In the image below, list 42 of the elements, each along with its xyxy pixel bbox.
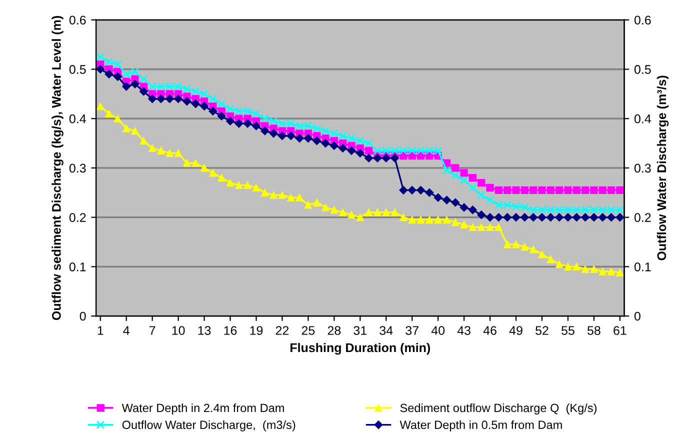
y-tick-label: 0.4 <box>69 114 86 124</box>
x-tick-label: 22 <box>276 326 289 335</box>
y2-tick-label: 0.1 <box>634 262 651 272</box>
y2-axis-title: Outflow Water Discharge (m³/s) <box>656 76 669 260</box>
y-tick-label: 0.1 <box>69 262 86 272</box>
y2-tick-label: 0.2 <box>634 213 651 222</box>
x-tick-label: 43 <box>457 326 470 335</box>
x-tick-label: 19 <box>250 326 263 335</box>
legend-label: Water Depth in 2.4m from Dam <box>122 403 284 414</box>
legend-label: Water Depth in 0.5m from Dam <box>400 420 562 432</box>
y2-tick-label: 0.4 <box>634 114 651 124</box>
x-tick-label: 55 <box>562 326 574 335</box>
y2-tick-label: 0.5 <box>634 65 651 74</box>
x-tick-label: 58 <box>588 326 600 335</box>
y-axis-title: Outflow sediment Discharge (kg/s), Water Level (m) <box>52 16 64 320</box>
y2-tick-label: 0.6 <box>634 16 651 25</box>
y2-tick-label: 0.3 <box>634 164 651 173</box>
x-tick-label: 61 <box>614 326 626 335</box>
x-tick-label: 49 <box>509 326 522 335</box>
y-tick-label: 0.2 <box>69 213 86 222</box>
x-tick-label: 1 <box>98 326 104 335</box>
x-tick-label: 28 <box>328 326 341 335</box>
x-tick-label: 7 <box>149 326 156 335</box>
y-tick-label: 0.3 <box>69 164 86 173</box>
x-tick-label: 13 <box>198 326 211 335</box>
y-tick-label: 0.5 <box>69 65 86 74</box>
x-tick-label: 40 <box>431 326 445 335</box>
x-tick-label: 37 <box>406 326 418 335</box>
x-tick-label: 4 <box>123 326 130 335</box>
x-axis-title: Flushing Duration (min) <box>290 342 430 355</box>
x-tick-label: 10 <box>172 326 185 335</box>
x-tick-label: 46 <box>483 326 496 335</box>
legend-label: Sediment outflow Discharge Q (Kg/s) <box>400 403 597 414</box>
legend-label: Outflow Water Discharge, (m3/s) <box>122 420 296 432</box>
x-tick-label: 52 <box>536 326 548 335</box>
y-tick-label: 0 <box>80 312 86 321</box>
x-tick-label: 25 <box>302 326 315 335</box>
x-tick-label: 16 <box>224 326 237 335</box>
x-tick-label: 34 <box>380 326 393 335</box>
y2-tick-label: 0 <box>634 312 640 321</box>
x-tick-label: 31 <box>354 326 366 335</box>
y-tick-label: 0.6 <box>69 16 86 25</box>
